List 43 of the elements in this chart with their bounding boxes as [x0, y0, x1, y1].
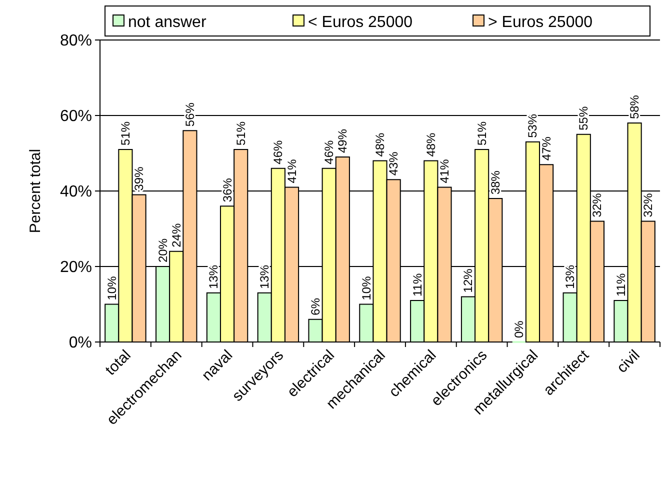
- data-label: 47%: [539, 136, 554, 161]
- data-label: 11%: [410, 273, 424, 296]
- data-label: 43%: [386, 151, 401, 176]
- x-tick-label: civil: [614, 346, 644, 377]
- data-label: 24%: [169, 223, 184, 248]
- data-label: 12%: [461, 268, 476, 293]
- data-label: 46%: [271, 140, 286, 164]
- data-label: 58%: [628, 94, 642, 120]
- data-label: 51%: [234, 121, 248, 146]
- y-tick-label: 0%: [68, 334, 92, 352]
- data-label: 11%: [614, 273, 628, 296]
- data-label: 0%: [512, 320, 526, 338]
- data-label: 51%: [118, 121, 132, 146]
- data-label: 32%: [590, 192, 604, 218]
- data-label: 32%: [641, 192, 656, 218]
- data-label: 56%: [182, 102, 197, 127]
- y-tick-label: 60%: [60, 108, 92, 126]
- y-axis-title: Percent total: [27, 148, 44, 234]
- data-label: 41%: [437, 158, 452, 184]
- data-label: 55%: [576, 106, 591, 130]
- data-label: 36%: [220, 178, 234, 202]
- y-tick-label: 40%: [60, 184, 92, 201]
- data-label: 48%: [424, 132, 438, 157]
- data-label: 38%: [488, 170, 502, 195]
- data-label: 10%: [359, 276, 374, 300]
- legend-label: not answer: [128, 14, 207, 31]
- data-label: 10%: [104, 276, 119, 300]
- y-tick-label: 80%: [60, 32, 92, 50]
- data-label: 46%: [322, 140, 336, 164]
- data-label: 6%: [308, 298, 323, 316]
- data-label: 49%: [336, 128, 350, 154]
- data-label: 13%: [258, 264, 272, 289]
- data-label: 53%: [526, 114, 540, 138]
- y-tick-label: 20%: [60, 259, 92, 276]
- data-label: 39%: [132, 166, 146, 191]
- legend-label: > Euros 25000: [488, 14, 593, 31]
- data-label: 13%: [206, 264, 221, 289]
- legend-label: < Euros 25000: [308, 14, 413, 31]
- data-label: 13%: [563, 264, 578, 289]
- data-label: 51%: [474, 121, 489, 146]
- data-label: 41%: [284, 158, 299, 184]
- data-label: 48%: [373, 132, 387, 157]
- data-label: 20%: [156, 238, 170, 262]
